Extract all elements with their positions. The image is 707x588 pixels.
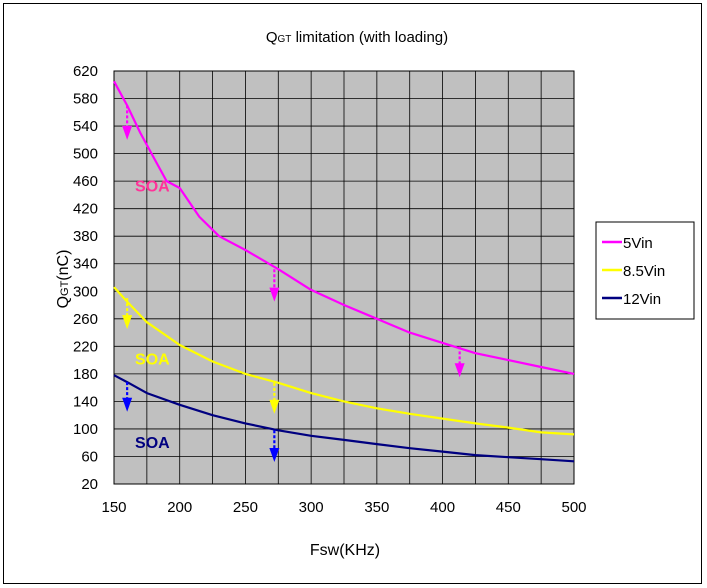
x-tick-label: 350 [364, 499, 389, 516]
chart-title: QGT limitation (with loading) [266, 29, 448, 46]
y-tick-label: 140 [73, 393, 98, 410]
y-tick-label: 580 [73, 91, 98, 108]
y-tick-label: 380 [73, 228, 98, 245]
x-tick-labels: 150 200 250 300 350 400 450 500 [101, 499, 586, 516]
legend-label: 5Vin [623, 235, 653, 252]
x-tick-label: 500 [561, 499, 586, 516]
soa-annotation: SOA [135, 352, 170, 369]
limit-arrows [122, 105, 465, 462]
y-tick-label: 340 [73, 256, 98, 273]
y-tick-label: 260 [73, 311, 98, 328]
y-tick-label: 20 [81, 476, 98, 493]
y-tick-label: 60 [81, 448, 98, 465]
limit-arrow-head [454, 363, 465, 378]
x-tick-label: 250 [233, 499, 258, 516]
x-axis-label: Fsw(KHz) [310, 542, 380, 559]
y-axis-label: QGT(nC) [55, 250, 72, 309]
y-tick-label: 180 [73, 366, 98, 383]
y-tick-label: 460 [73, 173, 98, 190]
y-tick-label: 620 [73, 63, 98, 80]
x-tick-label: 450 [496, 499, 521, 516]
limit-arrow-head [122, 315, 133, 330]
soa-annotation: SOA [135, 435, 170, 452]
y-tick-label: 300 [73, 283, 98, 300]
legend-label: 8.5Vin [623, 263, 665, 280]
y-tick-labels: 20 60 100 140 180 220 260 300 340 380 420 460 500 540… [73, 63, 98, 493]
soa-annotation: SOA [135, 178, 170, 195]
limit-arrow-head [122, 397, 133, 412]
x-tick-label: 200 [167, 499, 192, 516]
x-tick-label: 300 [299, 499, 324, 516]
y-tick-label: 500 [73, 146, 98, 163]
x-tick-label: 400 [430, 499, 455, 516]
limit-arrow-head [122, 125, 133, 140]
limit-arrow-head [269, 287, 280, 302]
x-tick-label: 150 [101, 499, 126, 516]
annotations: SOA SOA SOA [135, 178, 170, 452]
y-tick-label: 100 [73, 421, 98, 438]
limit-arrow-head [269, 447, 280, 462]
grid [113, 70, 575, 485]
y-tick-label: 220 [73, 338, 98, 355]
legend-label: 12Vin [623, 291, 661, 308]
limit-arrow-head [269, 399, 280, 414]
series-line-5vin [113, 80, 575, 375]
y-tick-label: 420 [73, 201, 98, 218]
series-lines [113, 80, 575, 463]
series-line-8-5vin [113, 286, 575, 436]
plot-border [113, 70, 575, 485]
y-tick-label: 540 [73, 118, 98, 135]
series-line-12vin [113, 374, 575, 463]
legend: 5Vin 8.5Vin 12Vin [595, 221, 695, 320]
